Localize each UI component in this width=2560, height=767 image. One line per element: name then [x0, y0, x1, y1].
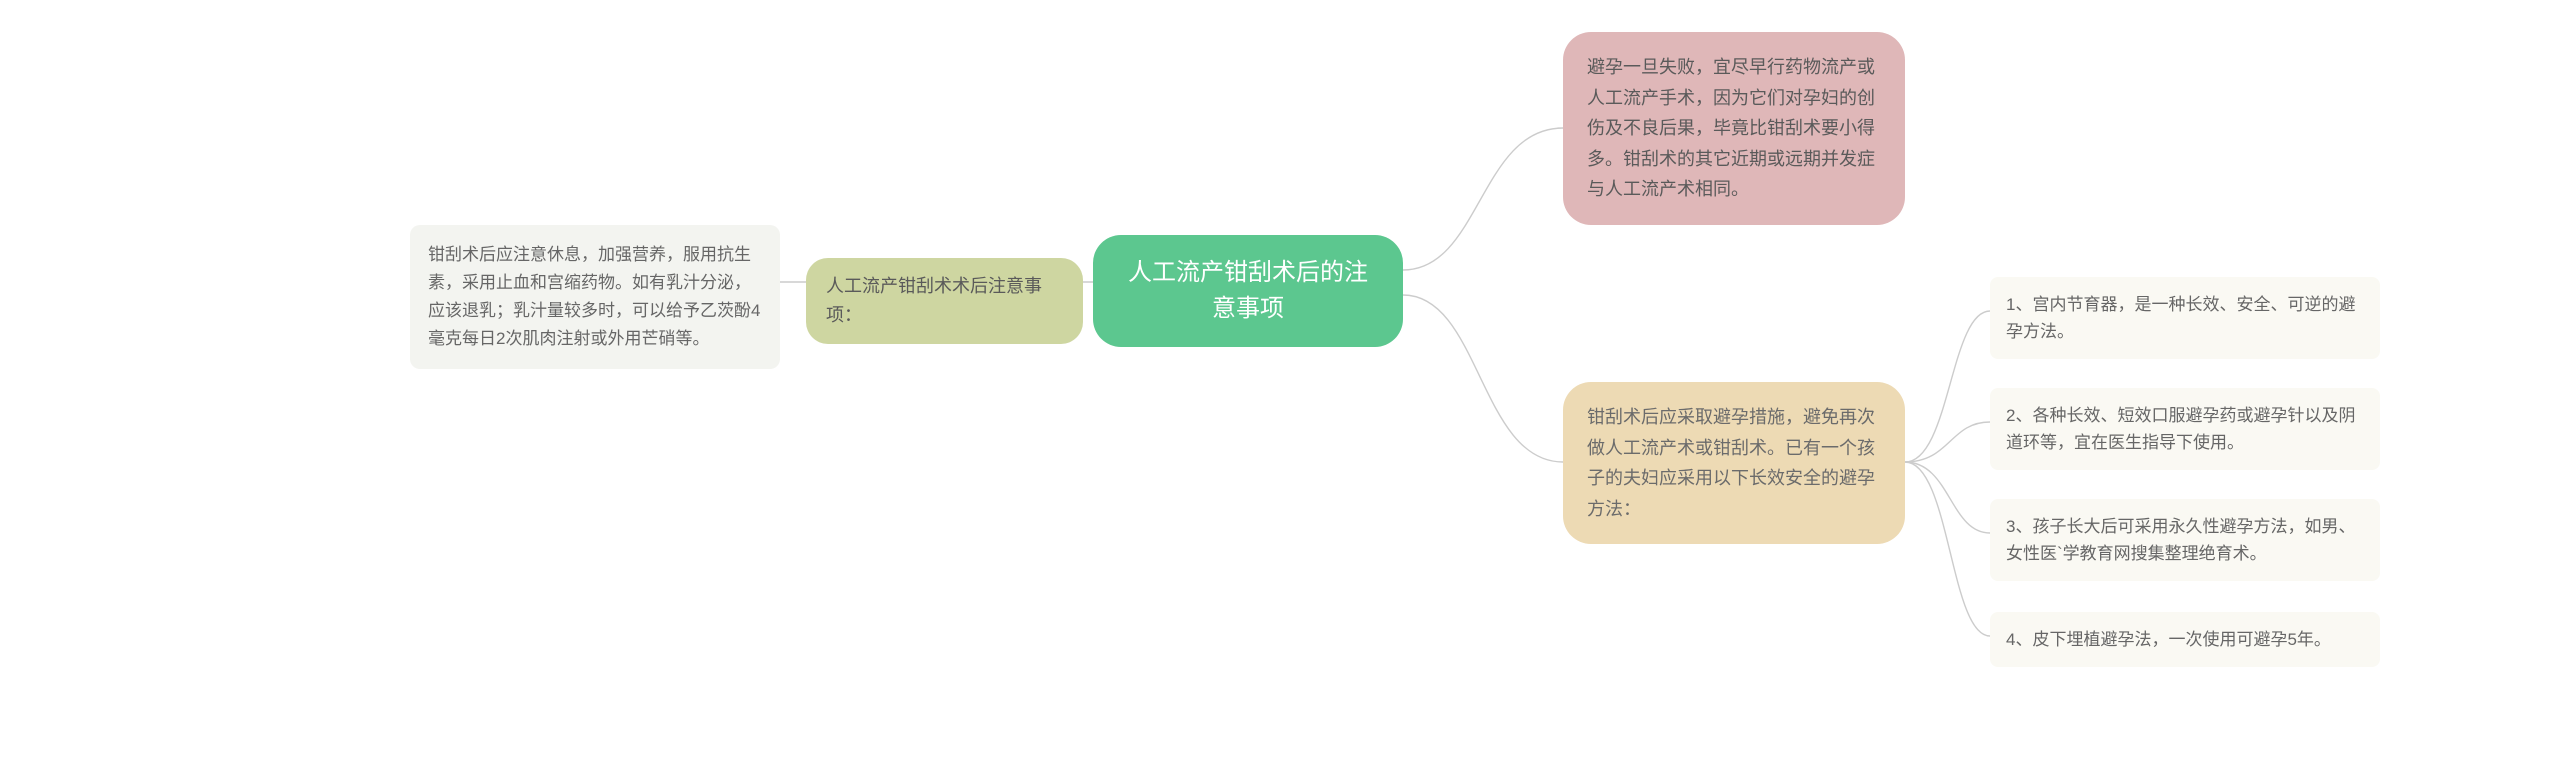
leaf-1-text: 1、宫内节育器，是一种长效、安全、可逆的避孕方法。 — [2006, 295, 2355, 341]
left-leaf-text: 钳刮术后应注意休息，加强营养，服用抗生素，采用止血和宫缩药物。如有乳汁分泌，应该… — [428, 245, 760, 348]
right-pink-node: 避孕一旦失败，宜尽早行药物流产或人工流产手术，因为它们对孕妇的创伤及不良后果，毕… — [1563, 32, 1905, 225]
right-leaf-4: 4、皮下埋植避孕法，一次使用可避孕5年。 — [1990, 612, 2380, 667]
root-text: 人工流产钳刮术后的注意事项 — [1128, 259, 1368, 322]
right-leaf-2: 2、各种长效、短效口服避孕药或避孕针以及阴道环等，宜在医生指导下使用。 — [1990, 388, 2380, 470]
left-branch-label: 人工流产钳刮术术后注意事项： — [806, 258, 1083, 344]
root-node: 人工流产钳刮术后的注意事项 — [1093, 235, 1403, 347]
right-tan-node: 钳刮术后应采取避孕措施，避免再次做人工流产术或钳刮术。已有一个孩子的夫妇应采用以… — [1563, 382, 1905, 544]
left-leaf-node: 钳刮术后应注意休息，加强营养，服用抗生素，采用止血和宫缩药物。如有乳汁分泌，应该… — [410, 225, 780, 369]
leaf-3-text: 3、孩子长大后可采用永久性避孕方法，如男、女性医`学教育网搜集整理绝育术。 — [2006, 517, 2355, 563]
left-label-text: 人工流产钳刮术术后注意事项： — [826, 276, 1042, 325]
right-leaf-1: 1、宫内节育器，是一种长效、安全、可逆的避孕方法。 — [1990, 277, 2380, 359]
tan-text: 钳刮术后应采取避孕措施，避免再次做人工流产术或钳刮术。已有一个孩子的夫妇应采用以… — [1587, 407, 1875, 519]
right-leaf-3: 3、孩子长大后可采用永久性避孕方法，如男、女性医`学教育网搜集整理绝育术。 — [1990, 499, 2380, 581]
leaf-2-text: 2、各种长效、短效口服避孕药或避孕针以及阴道环等，宜在医生指导下使用。 — [2006, 406, 2355, 452]
pink-text: 避孕一旦失败，宜尽早行药物流产或人工流产手术，因为它们对孕妇的创伤及不良后果，毕… — [1587, 57, 1875, 199]
leaf-4-text: 4、皮下埋植避孕法，一次使用可避孕5年。 — [2006, 630, 2331, 649]
